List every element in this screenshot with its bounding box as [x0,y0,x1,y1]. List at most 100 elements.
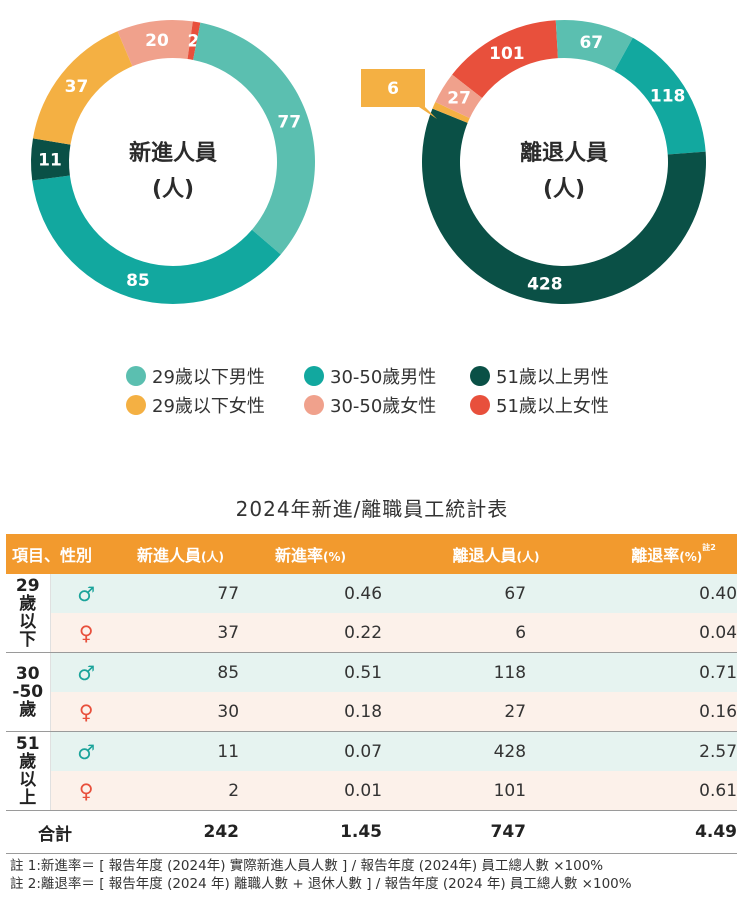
slice-value-label: 428 [527,274,563,294]
legend-item-29-female: 29歲以下女性 [126,392,304,418]
legend-label: 51歲以上女性 [496,395,609,417]
cell-hires: 2 [122,771,240,811]
cell-spacer [526,652,611,692]
age-group-label-30-50: 30 -50 歲 [6,652,51,732]
slice-value-label: 67 [579,33,603,53]
header-unit: (%) [323,550,347,564]
cell-spacer [526,771,611,811]
legend-swatch [470,365,490,386]
cell-spacer [526,810,611,854]
legend-label: 29歲以下男性 [152,366,265,388]
table-row: 29 歲 以 下 ♂ 77 0.46 67 0.40 [6,574,738,653]
header-label: 離退人員 [452,546,517,565]
donut-center-subtitle: (人) [152,177,194,202]
cell-hire-rate: 0.18 [239,692,383,732]
header-leavers: 離退人員(人) [382,534,611,574]
legend-label: 51歲以上男性 [496,366,609,388]
cell-leaves: 101 [382,771,527,811]
header-new-hires: 新進人員(人) [122,534,240,574]
total-hire-rate: 1.45 [239,810,383,854]
cell-spacer [526,613,611,653]
cell-hires: 85 [122,652,240,692]
male-icon: ♂ [50,574,123,613]
header-unit: (%) [679,550,703,564]
age-group-char: 30 [15,664,40,684]
cell-leave-rate: 0.71 [610,652,738,692]
cell-spacer [526,731,611,771]
donut-slice [555,19,633,72]
female-icon: ♀ [50,771,123,811]
total-row: 合計 242 1.45 747 4.49 [6,810,738,854]
donut-slice [432,102,470,123]
donut-chart-2: 101 67 118 428 6 27 離退人員 (人) [361,19,706,304]
cell-leave-rate: 0.16 [610,692,738,732]
slice-value-label: 11 [38,151,62,171]
age-group-label-51-over: 51 歲 以 上 [6,731,51,811]
header-label: 新進率 [275,546,324,565]
donut-slice [32,175,281,304]
legend-item-51-male: 51歲以上男性 [470,363,609,389]
table-header-row: 項目、性別 新進人員(人) 新進率(%) 離退人員(人) 離退率(%)註2 [6,534,738,574]
slice-value-label: 6 [387,79,399,99]
slice-value-label: 118 [650,87,686,107]
slice-value-label: 2 [188,32,200,52]
cell-hires: 30 [122,692,240,732]
cell-hire-rate: 0.22 [239,613,383,653]
age-group-char: 51 [15,734,40,754]
legend-swatch [470,394,490,415]
age-group-char: 29 [15,576,40,596]
age-group-char: 下 [19,630,37,650]
footnote-2: 註 2:離退率＝ [ 報告年度 (2024 年) 離職人數 + 退休人數 ] /… [10,876,632,892]
female-icon: ♀ [50,613,123,653]
age-group-char: 歲 [19,752,37,772]
male-icon: ♂ [50,731,123,771]
age-group-char: 以 [19,612,37,632]
slice-value-label: 27 [447,89,471,109]
cell-leaves: 118 [382,652,527,692]
cell-hire-rate: 0.01 [239,771,383,811]
legend-swatch [126,394,146,415]
legend-label: 29歲以下女性 [152,395,265,417]
total-leaves: 747 [382,810,527,854]
donut-slice [32,31,133,145]
cell-leave-rate: 2.57 [610,731,738,771]
cell-hires: 11 [122,731,240,771]
donut-slice [435,74,483,119]
slice-value-label: 37 [65,77,89,97]
total-hires: 242 [122,810,240,854]
header-hire-rate: 新進率(%) [239,534,383,574]
age-group-char: 歲 [19,594,37,614]
cell-hires: 37 [122,613,240,653]
chart-legend: 29歲以下男性 30-50歲男性 51歲以上男性 29歲以下女性 30-50歲女… [126,361,686,419]
donut-slice [187,21,201,60]
legend-label: 30-50歲男性 [330,366,437,388]
cell-leave-rate: 0.61 [610,771,738,811]
cell-hire-rate: 0.46 [239,574,383,613]
donut-slice [614,37,706,155]
table-row: 51 歲 以 上 ♂ 11 0.07 428 2.57 [6,731,738,811]
table-row: ♀ 2 0.01 101 0.61 [6,771,738,811]
donut-slice [31,138,71,181]
donut-slice [193,22,315,255]
legend-swatch [126,365,146,386]
legend-item-29-male: 29歲以下男性 [126,363,304,389]
legend-row-female: 29歲以下女性 30-50歲女性 51歲以上女性 [126,390,686,419]
donut-center-title: 離退人員 [520,140,608,166]
header-unit: (人) [201,550,225,564]
age-group-char: -50 [12,682,44,702]
footnotes: 註 1:新進率＝ [ 報告年度 (2024年) 實際新進人員人數 ] / 報告年… [10,857,632,893]
cell-leaves: 6 [382,613,527,653]
cell-hire-rate: 0.07 [239,731,383,771]
total-label: 合計 [6,810,123,854]
legend-item-30-50-female: 30-50歲女性 [304,392,470,418]
donut-center-title: 新進人員 [129,140,217,166]
male-icon: ♂ [50,652,123,692]
legend-swatch [304,394,324,415]
header-item-gender: 項目、性別 [6,534,123,574]
footnote-marker: 註2 [702,543,716,552]
legend-item-30-50-male: 30-50歲男性 [304,363,470,389]
age-group-label-29-under: 29 歲 以 下 [6,574,51,653]
table-row: ♀ 30 0.18 27 0.16 [6,692,738,732]
donut-slice [117,20,193,67]
slice-value-label: 85 [126,271,150,291]
